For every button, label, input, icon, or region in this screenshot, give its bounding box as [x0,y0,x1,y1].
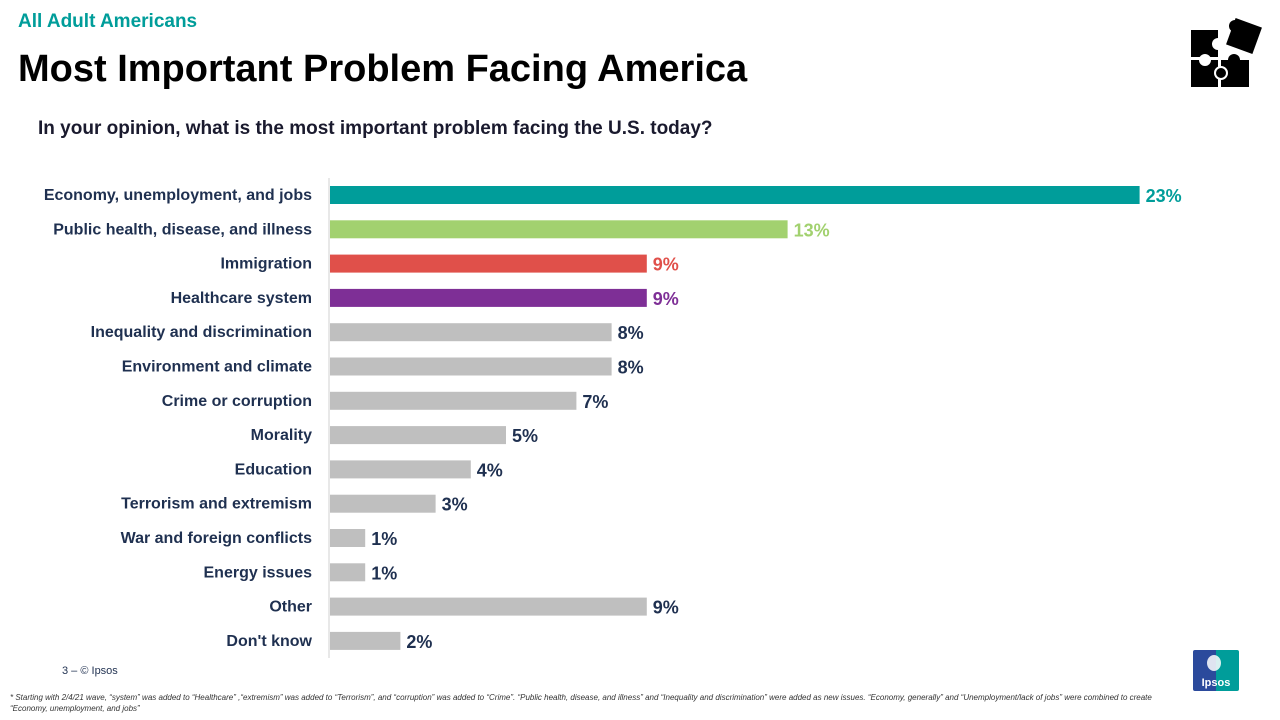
ipsos-logo: Ipsos [1193,650,1239,691]
bar [330,597,647,616]
data-label: 9% [653,255,679,275]
category-label: Environment and climate [122,359,312,376]
data-label: 7% [582,392,608,412]
category-label: Morality [251,427,312,444]
bar [330,220,788,239]
category-label: Inequality and discrimination [91,324,312,341]
bar [330,323,612,342]
category-label: Economy, unemployment, and jobs [44,187,312,204]
bar [330,460,471,479]
category-label: Crime or corruption [162,393,312,410]
category-label: Don't know [226,633,312,650]
category-label: Healthcare system [171,290,312,307]
category-label: Terrorism and extremism [121,496,312,513]
category-label: Energy issues [204,564,313,581]
category-label: Education [235,461,312,478]
data-label: 9% [653,598,679,618]
data-label: 9% [653,289,679,309]
question-text: In your opinion, what is the most import… [38,118,713,139]
bar [330,631,401,650]
data-label: 5% [512,426,538,446]
bar [330,357,612,376]
bar [330,563,366,582]
data-label: 8% [618,358,644,378]
category-label: Other [269,599,312,616]
bar [330,254,647,273]
data-label: 1% [371,529,397,549]
bar [330,426,506,445]
bar [330,494,436,513]
data-label: 4% [477,460,503,480]
category-label: War and foreign conflicts [121,530,313,547]
bar [330,288,647,307]
data-label: 2% [406,632,432,652]
page-number: 3 – © Ipsos [62,665,118,677]
data-label: 23% [1146,186,1182,206]
bar [330,391,577,410]
category-label: Immigration [220,256,312,273]
data-label: 3% [442,495,468,515]
data-label: 13% [794,220,830,240]
page-title: Most Important Problem Facing America [18,48,748,90]
category-label: Public health, disease, and illness [53,221,312,238]
data-label: 8% [618,323,644,343]
bar [330,186,1140,204]
data-label: 1% [371,563,397,583]
audience-label: All Adult Americans [18,11,198,32]
footnote: * Starting with 2/4/21 wave, “system” wa… [10,693,1152,713]
puzzle-icon [1191,18,1262,87]
bar [330,529,366,547]
